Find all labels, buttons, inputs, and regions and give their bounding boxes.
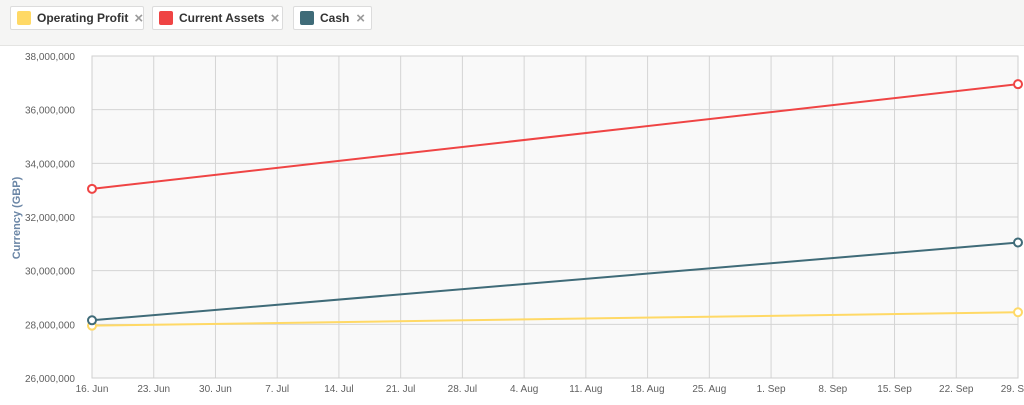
data-point-operating-profit[interactable] <box>1013 307 1023 318</box>
legend-label-cash: Cash <box>320 11 350 25</box>
x-tick-label: 16. Jun <box>76 384 109 395</box>
data-point-current-assets[interactable] <box>1013 79 1023 90</box>
x-tick-label: 28. Jul <box>448 384 477 395</box>
current-assets-swatch <box>159 11 173 25</box>
x-tick-label: 30. Jun <box>199 384 232 395</box>
line-chart: 26,000,000 28,000,000 30,000,000 32,000,000… <box>0 46 1024 400</box>
x-tick-label: 1. Sep <box>757 384 786 395</box>
plot-border <box>91 55 1019 379</box>
legend-item-operating-profit[interactable]: Operating Profit × <box>10 6 144 30</box>
y-tick-label: 26,000,000 <box>25 374 75 385</box>
x-tick-label: 7. Jul <box>265 384 289 395</box>
x-tick-label: 15. Sep <box>877 384 912 395</box>
close-icon[interactable]: × <box>134 9 144 27</box>
close-icon[interactable]: × <box>270 9 280 27</box>
legend-label-operating-profit: Operating Profit <box>37 11 129 25</box>
legend-item-current-assets[interactable]: Current Assets × <box>152 6 283 30</box>
data-point-cash[interactable] <box>1013 237 1023 248</box>
x-tick-label: 11. Aug <box>569 384 602 395</box>
y-tick-label: 38,000,000 <box>25 52 75 63</box>
series-line-current-assets <box>91 83 1019 190</box>
y-tick-label: 30,000,000 <box>25 267 75 278</box>
data-point-current-assets[interactable] <box>87 183 97 194</box>
y-tick-label: 28,000,000 <box>25 320 75 331</box>
legend-item-cash[interactable]: Cash × <box>293 6 372 30</box>
legend-bar: Operating Profit × Current Assets × Cash… <box>0 0 1024 46</box>
close-icon[interactable]: × <box>356 9 365 27</box>
data-point-cash[interactable] <box>87 315 97 326</box>
x-tick-label: 18. Aug <box>631 384 665 395</box>
legend-label-current-assets: Current Assets <box>179 11 265 25</box>
chart-area: 26,000,000 28,000,000 30,000,000 32,000,000… <box>0 46 1024 400</box>
y-axis-title: Currency (GBP) <box>11 176 23 259</box>
series-line-cash <box>91 241 1019 322</box>
y-tick-label: 36,000,000 <box>25 106 75 117</box>
series-lines <box>87 79 1023 331</box>
x-tick-label: 4. Aug <box>510 384 538 395</box>
x-tick-label: 22. Sep <box>939 384 974 395</box>
x-tick-label: 29. Sep <box>1001 384 1024 395</box>
axes: 26,000,000 28,000,000 30,000,000 32,000,000… <box>25 52 1024 395</box>
x-tick-label: 23. Jun <box>137 384 170 395</box>
operating-profit-swatch <box>17 11 31 25</box>
x-tick-label: 14. Jul <box>324 384 353 395</box>
x-tick-label: 21. Jul <box>386 384 415 395</box>
x-tick-label: 25. Aug <box>692 384 726 395</box>
x-tick-label: 8. Sep <box>818 384 847 395</box>
cash-swatch <box>300 11 314 25</box>
series-line-operating-profit <box>91 311 1019 327</box>
y-tick-label: 34,000,000 <box>25 159 75 170</box>
y-tick-label: 32,000,000 <box>25 213 75 224</box>
